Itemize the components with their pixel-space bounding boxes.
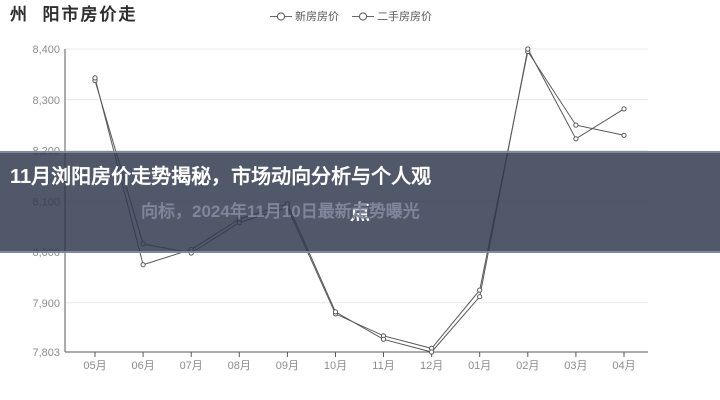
svg-text:07月: 07月 bbox=[180, 360, 203, 372]
svg-text:11月: 11月 bbox=[372, 360, 394, 372]
svg-text:8,300: 8,300 bbox=[32, 95, 60, 107]
svg-text:03月: 03月 bbox=[564, 360, 587, 372]
svg-text:09月: 09月 bbox=[276, 360, 299, 372]
svg-text:7,900: 7,900 bbox=[32, 298, 60, 310]
svg-text:8,400: 8,400 bbox=[32, 44, 60, 56]
svg-text:05月: 05月 bbox=[83, 360, 106, 372]
svg-text:02月: 02月 bbox=[516, 360, 539, 372]
svg-text:12月: 12月 bbox=[420, 360, 443, 372]
svg-text:01月: 01月 bbox=[468, 360, 491, 372]
svg-text:06月: 06月 bbox=[131, 360, 154, 372]
svg-text:04月: 04月 bbox=[612, 360, 635, 372]
svg-text:7,803: 7,803 bbox=[32, 347, 60, 359]
svg-text:10月: 10月 bbox=[324, 360, 347, 372]
svg-text:08月: 08月 bbox=[228, 360, 251, 372]
